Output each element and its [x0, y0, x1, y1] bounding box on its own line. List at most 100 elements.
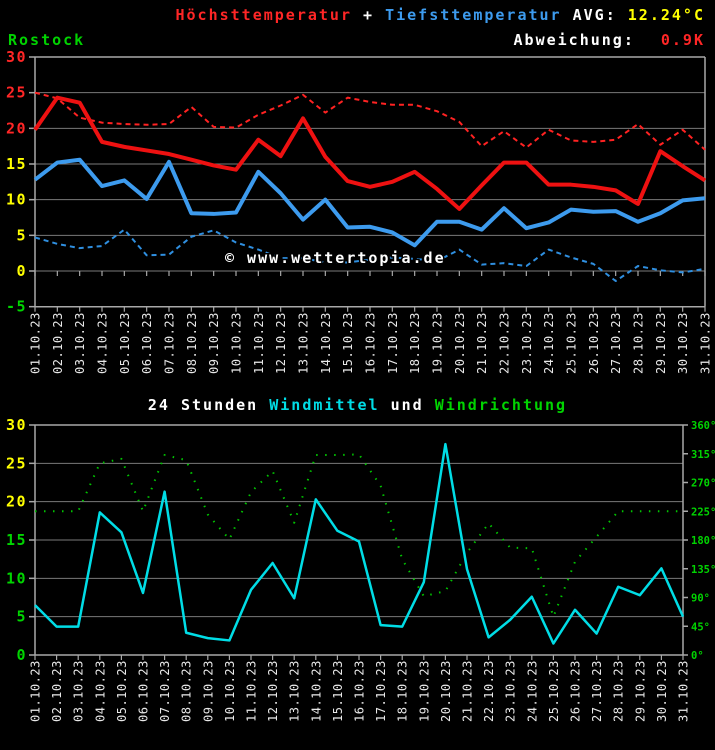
temperature-chart: 30 25 20 15 10 5 0 -501.10.23 02.10.23 03.10.23 04…: [6, 48, 713, 374]
wind-chart: 30 25 20 15 10 5 0 360° 315° 270° 225° 180° 135° 90° 4…: [6, 416, 715, 722]
date-label: 31.10.23: [699, 312, 713, 374]
date-label: 24.10.23: [542, 312, 556, 374]
date-label: 16.10.23: [364, 312, 378, 374]
page-title: Höchsttemperatur + Tiefsttemperatur AVG:…: [176, 6, 706, 24]
wind-deg-label: 360°: [691, 420, 715, 432]
series-windmittel: [34, 442, 685, 645]
temp-y-label: 10: [6, 191, 27, 209]
plus-sign: +: [352, 6, 386, 24]
date-label: 25.10.23: [565, 312, 579, 374]
wind-deg-label: 180°: [691, 535, 715, 547]
date-label: 13.10.23: [288, 660, 302, 722]
date-label: 14.10.23: [309, 660, 323, 722]
date-label: 11.10.23: [245, 660, 259, 722]
date-label: 30.10.23: [676, 312, 690, 374]
date-label: 28.10.23: [612, 660, 626, 722]
wind-gridlines: [35, 462, 683, 618]
wind-y-label: 20: [6, 493, 27, 511]
date-label: 28.10.23: [632, 312, 646, 374]
date-label: 29.10.23: [654, 312, 668, 374]
date-label: 27.10.23: [590, 660, 604, 722]
wind-deg-label: 135°: [691, 564, 715, 576]
wind-y-label: 15: [6, 531, 27, 549]
date-label: 01.10.23: [29, 660, 43, 722]
wind-date-labels: 01.10.23 02.10.23 03.10.23 04.10.23 05.10.23…: [29, 660, 691, 722]
wind-title-windrichtung: Windrichtung: [434, 396, 568, 414]
temp-date-labels: 01.10.23 02.10.23 03.10.23 04.10.23 05.10.23…: [29, 312, 713, 374]
date-label: 08.10.23: [180, 660, 194, 722]
date-label: 05.10.23: [118, 312, 132, 374]
date-label: 02.10.23: [51, 312, 65, 374]
station-name: Rostock: [8, 31, 86, 49]
date-label: 09.10.23: [201, 660, 215, 722]
date-label: 10.10.23: [223, 660, 237, 722]
date-label: 04.10.23: [93, 660, 107, 722]
wind-y-label: 0: [16, 646, 27, 664]
wind-chart-title: 24 Stunden Windmittel und Windrichtung: [0, 396, 715, 414]
wind-title-und: und: [379, 396, 435, 414]
temp-y-label: 30: [6, 48, 27, 66]
date-label: 18.10.23: [408, 312, 422, 374]
date-label: 19.10.23: [417, 660, 431, 722]
wind-deg-label: 270°: [691, 478, 715, 490]
date-label: 23.10.23: [504, 660, 518, 722]
wind-deg-label: 45°: [691, 621, 710, 633]
date-label: 21.10.23: [475, 312, 489, 374]
date-label: 30.10.23: [655, 660, 669, 722]
date-label: 07.10.23: [158, 660, 172, 722]
series-dashed-tiefst: [34, 91, 706, 151]
date-label: 06.10.23: [140, 312, 154, 374]
date-label: 22.10.23: [498, 312, 512, 374]
date-label: 27.10.23: [609, 312, 623, 374]
wind-deg-label: 90°: [691, 593, 710, 605]
deviation-label: Abweichung:: [513, 31, 635, 49]
avg-label: AVG:: [561, 6, 628, 24]
wind-y-label: 10: [6, 569, 27, 587]
date-label: 15.10.23: [331, 660, 345, 722]
date-label: 09.10.23: [207, 312, 221, 374]
wind-deg-label: 225°: [691, 506, 715, 518]
date-label: 10.10.23: [230, 312, 244, 374]
date-label: 13.10.23: [297, 312, 311, 374]
date-label: 24.10.23: [525, 660, 539, 722]
temp-y-label: 25: [6, 84, 27, 102]
date-label: 04.10.23: [96, 312, 110, 374]
wind-title-prefix: 24 Stunden: [147, 396, 270, 414]
date-label: 02.10.23: [50, 660, 64, 722]
date-label: 03.10.23: [72, 660, 86, 722]
date-label: 26.10.23: [569, 660, 583, 722]
date-label: 29.10.23: [633, 660, 647, 722]
date-label: 05.10.23: [115, 660, 129, 722]
date-label: 03.10.23: [73, 312, 87, 374]
temp-y-label: 15: [6, 155, 27, 173]
series-tiefst: [33, 157, 706, 248]
date-label: 26.10.23: [587, 312, 601, 374]
temp-y-label: -5: [6, 298, 27, 316]
date-label: 22.10.23: [482, 660, 496, 722]
date-label: 12.10.23: [274, 312, 288, 374]
high-temp-label: Höchsttemperatur: [175, 6, 352, 24]
date-label: 15.10.23: [341, 312, 355, 374]
watermark: © www.wettertopia.de: [225, 249, 446, 267]
temperature-gridlines: [35, 92, 705, 272]
temp-y-label: 0: [16, 262, 27, 280]
wind-deg-label: 0°: [691, 650, 704, 662]
series-hoechst: [33, 95, 707, 211]
series-dashed-tiefst: [34, 228, 706, 282]
date-label: 21.10.23: [461, 660, 475, 722]
wind-title-windmittel: Windmittel: [269, 396, 380, 414]
wind-y-label: 5: [16, 608, 27, 626]
date-label: 25.10.23: [547, 660, 561, 722]
wind-y-label: 30: [6, 416, 27, 434]
date-label: 06.10.23: [137, 660, 151, 722]
date-label: 01.10.23: [29, 312, 43, 374]
date-label: 17.10.23: [374, 660, 388, 722]
date-label: 17.10.23: [386, 312, 400, 374]
date-label: 20.10.23: [439, 660, 453, 722]
date-label: 19.10.23: [431, 312, 445, 374]
wind-deg-label: 315°: [691, 449, 715, 461]
date-label: 11.10.23: [252, 312, 266, 374]
low-temp-label: Tiefsttemperatur: [385, 6, 562, 24]
